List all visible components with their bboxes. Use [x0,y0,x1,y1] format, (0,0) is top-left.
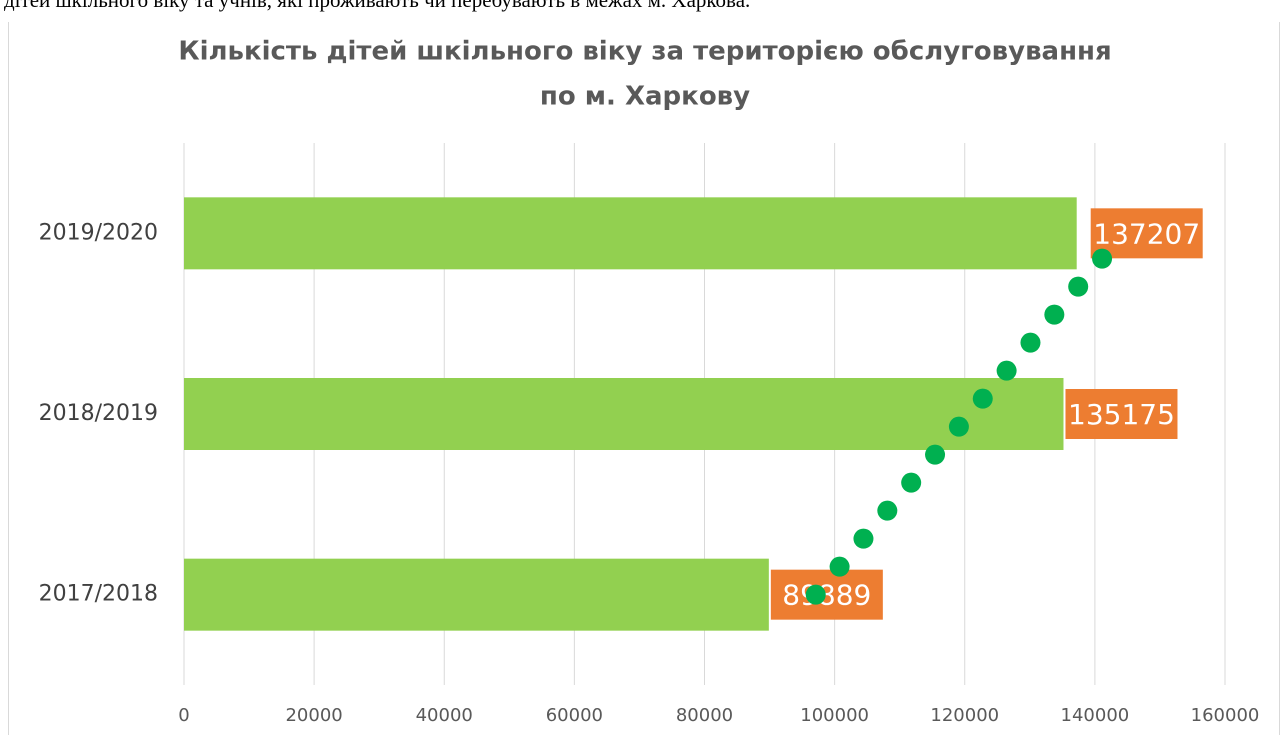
x-tick-label: 40000 [416,705,473,726]
data-label-box [770,569,883,620]
chart-title: по м. Харкову [540,82,750,112]
y-tick-label: 2019/2020 [39,220,158,245]
x-tick-label: 120000 [930,705,999,726]
trendline-dot [901,472,922,493]
trendline-dot [972,388,993,409]
x-tick-label: 60000 [546,705,603,726]
data-label-box [1090,208,1203,259]
data-label: 137207 [1093,217,1200,250]
data-label-box [1065,389,1178,439]
trendline-dot [829,556,850,577]
trendline-dot [925,444,946,465]
x-tick-label: 0 [178,705,189,726]
trendline-dot [877,500,898,521]
trendline-dot [1092,248,1113,269]
trendline-dot [853,528,874,549]
trendline-dot [996,360,1017,381]
y-tick-label: 2017/2018 [39,582,158,607]
x-tick-label: 160000 [1191,705,1260,726]
trendline-dot [1020,332,1041,353]
page-text: дітей шкільного віку та учнів, які прожи… [4,0,750,12]
trendline-dot [948,416,969,437]
data-label: 135175 [1068,398,1175,431]
trendline-dot [1068,276,1089,297]
bar [184,197,1077,270]
bar [184,558,769,631]
x-tick-label: 140000 [1061,705,1130,726]
data-label: 89889 [782,579,871,612]
trendline-dot [1044,304,1065,325]
x-tick-label: 80000 [676,705,733,726]
bar [184,378,1064,450]
x-tick-label: 100000 [800,705,869,726]
y-tick-label: 2018/2019 [39,401,158,426]
x-tick-label: 20000 [285,705,342,726]
trendline-dot [805,584,826,605]
chart-title: Кількість дітей шкільного віку за терито… [178,37,1111,67]
